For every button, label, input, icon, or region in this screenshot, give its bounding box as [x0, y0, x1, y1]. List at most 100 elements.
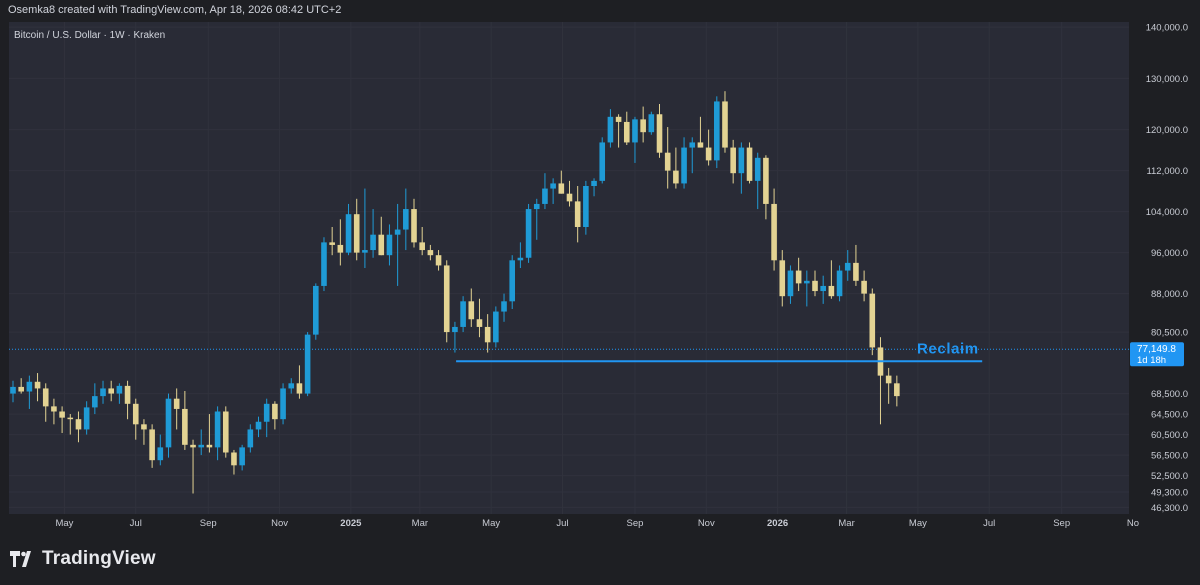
candle [443, 260, 450, 343]
bar-countdown: 1d 18h [1137, 355, 1166, 366]
candle-body [771, 203, 777, 261]
candle [239, 444, 245, 471]
candle [705, 129, 712, 166]
candle-body [419, 242, 425, 251]
candle [116, 383, 123, 404]
candle [312, 283, 319, 340]
candle [329, 227, 335, 256]
candle-body [411, 209, 417, 243]
candle [787, 265, 794, 304]
candle [231, 449, 237, 475]
candle [198, 429, 205, 456]
current-price-badge: 77,149.8 1d 18h [1130, 342, 1184, 367]
candle [853, 244, 859, 286]
candle [182, 391, 188, 450]
candle [362, 188, 368, 268]
candle [51, 398, 57, 425]
candle [124, 380, 131, 420]
candle [206, 414, 213, 453]
candle-body [124, 385, 131, 404]
tradingview-logo-icon [10, 551, 31, 567]
candle [681, 137, 687, 189]
candle-body [795, 270, 802, 284]
created-by-text: Osemka8 created with TradingView.com, Ap… [8, 4, 342, 16]
candle-body [746, 147, 753, 181]
candle-body [763, 157, 769, 204]
candle [525, 203, 532, 263]
y-axis-tick-label: 130,000.0 [1146, 74, 1188, 85]
candle-body [615, 116, 622, 122]
candle [263, 398, 270, 438]
candle-body [607, 116, 614, 143]
candle-body [640, 119, 646, 133]
candle [353, 198, 360, 261]
candle-body [468, 301, 475, 320]
tradingview-brand: TradingView [42, 548, 156, 569]
x-axis-tick-label: Sep [200, 518, 217, 529]
candle [345, 203, 352, 256]
tradingview-logo[interactable]: TradingView [10, 548, 156, 570]
candle [877, 337, 884, 425]
symbol-title[interactable]: Bitcoin / U.S. Dollar · 1W · Kraken [14, 30, 166, 41]
candle [623, 111, 630, 145]
candle [411, 198, 417, 248]
candle [730, 139, 736, 184]
candle-body [738, 147, 745, 174]
candle-body [42, 388, 49, 407]
candle [771, 188, 777, 271]
candle [779, 250, 786, 307]
candle [141, 419, 147, 445]
candle [280, 383, 286, 425]
candle-body [435, 255, 442, 266]
x-axis-tick-label: Nov [271, 518, 288, 529]
candle-body [18, 386, 24, 392]
candle-body [34, 381, 41, 389]
candle [599, 137, 606, 184]
candle-body [443, 265, 450, 333]
x-axis-tick-label: 2026 [767, 518, 788, 529]
candle-body [141, 424, 147, 430]
candle-body [312, 285, 319, 335]
candlestick-chart[interactable]: Reclaim 140,000.0 130,000.0 120,000.0 112,0… [0, 0, 1200, 540]
candle-body [533, 203, 540, 210]
candle-body [673, 170, 679, 184]
candle [42, 383, 49, 422]
candle [18, 378, 24, 394]
candle [542, 173, 548, 210]
chart-area[interactable] [9, 22, 1129, 514]
y-axis-tick-label: 60,500.0 [1151, 430, 1188, 441]
candle-body [386, 234, 393, 256]
candle-body [779, 260, 786, 297]
x-axis-tick-label: May [909, 518, 927, 529]
candle [738, 142, 745, 194]
y-axis-tick-label: 68,500.0 [1151, 389, 1188, 400]
candle-body [730, 147, 736, 174]
candle-body [591, 180, 597, 186]
candle-body [108, 388, 115, 394]
candle-body [337, 244, 344, 253]
candle-body [844, 262, 851, 271]
candle [83, 401, 90, 435]
candle-body [525, 209, 532, 258]
grid-layer [9, 22, 1129, 514]
candle-body [247, 429, 254, 448]
candle [574, 186, 581, 243]
candle-body [460, 301, 466, 327]
y-axis-tick-label: 112,000.0 [1146, 166, 1188, 177]
candle [820, 275, 826, 304]
candle-body [476, 319, 483, 327]
candle-body [599, 142, 606, 181]
candle-body [304, 334, 311, 394]
candle-body [206, 444, 213, 448]
candle-body [705, 147, 712, 161]
candle-body [656, 114, 663, 153]
candle [632, 116, 638, 163]
current-price-value: 77,149.8 [1137, 344, 1176, 355]
candle [394, 203, 401, 286]
candle [795, 257, 802, 292]
candle [157, 434, 164, 466]
candle [697, 116, 704, 148]
x-axis-tick-label: May [482, 518, 500, 529]
candle-body [697, 142, 704, 148]
candle [689, 137, 696, 174]
